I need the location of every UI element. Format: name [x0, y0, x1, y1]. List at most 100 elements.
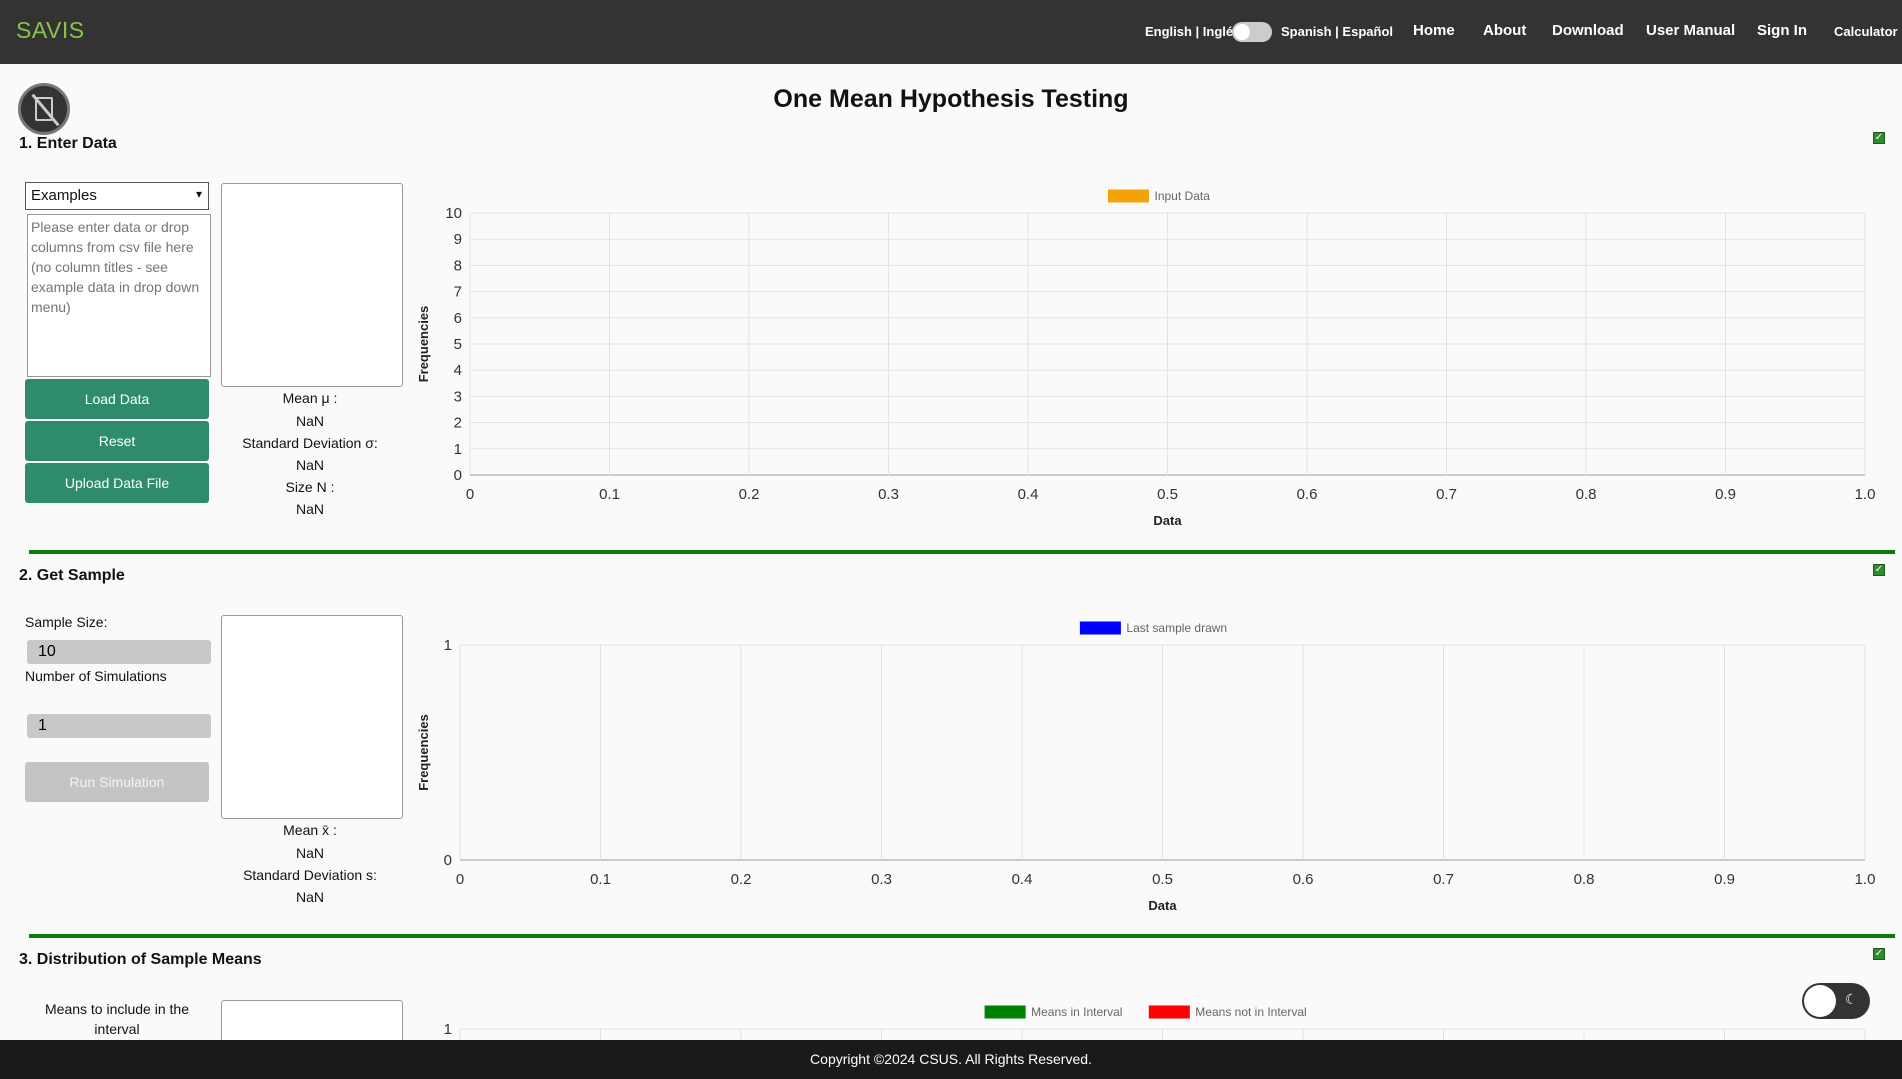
- y-tick-label: 10: [445, 205, 462, 222]
- x-tick-label: 0.6: [1297, 486, 1318, 503]
- section-2-checkbox[interactable]: ✓: [1873, 564, 1885, 576]
- section-enter-data-title: 1. Enter Data: [19, 135, 117, 152]
- navbar: SAVIS English | Inglés Spanish | Español…: [0, 0, 1902, 64]
- y-tick-label: 1: [444, 1021, 452, 1038]
- section-3-checkbox[interactable]: ✓: [1873, 948, 1885, 960]
- input-data-chart-svg: Input Data 0 1 2 3 4 5 6 7 8 9 10 0 0.1 0.2 0.3 0.4 0.5 0.…: [416, 189, 1876, 528]
- calculator-body: [35, 97, 53, 121]
- x-tick-label: 0.5: [1152, 871, 1173, 888]
- num-simulations-label: Number of Simulations: [25, 668, 167, 684]
- sample-means-chart-svg: Means in Interval Means not in Interval 1: [444, 1005, 1866, 1049]
- calculator-icon[interactable]: [18, 83, 70, 135]
- input-data-stats-box: [221, 183, 403, 387]
- page-title: One Mean Hypothesis Testing: [773, 85, 1129, 113]
- std-sigma-value: NaN: [295, 457, 324, 473]
- section-divider-1: [29, 550, 1895, 554]
- legend-swatch: [1079, 621, 1121, 635]
- y-tick-label: 2: [454, 415, 462, 432]
- data-input-textarea[interactable]: [27, 214, 211, 377]
- footer-copyright: Copyright ©2024 CSUS. All Rights Reserve…: [0, 1040, 1902, 1079]
- x-tick-label: 1.0: [1855, 486, 1876, 503]
- reset-button[interactable]: Reset: [25, 421, 209, 461]
- section-1-checkbox[interactable]: ✓: [1873, 132, 1885, 144]
- sample-sd-value: NaN: [295, 889, 324, 905]
- load-data-button[interactable]: Load Data: [25, 379, 209, 419]
- y-axis-label: Frequencies: [416, 714, 431, 791]
- examples-select[interactable]: Examples ▾: [25, 182, 209, 210]
- x-axis-label: Data: [1153, 513, 1182, 528]
- nav-user-manual[interactable]: User Manual: [1646, 22, 1736, 39]
- sample-size-label: Sample Size:: [25, 614, 108, 630]
- mean-mu-label: Mean μ :: [282, 390, 338, 406]
- upload-data-file-button[interactable]: Upload Data File: [25, 463, 209, 503]
- y-tick-label: 7: [454, 284, 462, 301]
- y-tick-label: 5: [454, 336, 462, 353]
- sample-stats-box: [221, 615, 403, 819]
- examples-select-value: Examples: [31, 187, 97, 204]
- moon-icon: ☾: [1845, 991, 1858, 1007]
- legend-label: Last sample drawn: [1126, 621, 1227, 635]
- nav-sign-in[interactable]: Sign In: [1757, 22, 1807, 39]
- x-tick-label: 0.9: [1715, 486, 1736, 503]
- y-tick-label: 0: [454, 467, 462, 484]
- legend-swatch: [984, 1005, 1026, 1019]
- legend-label: Input Data: [1155, 189, 1211, 203]
- legend-label: Means not in Interval: [1195, 1005, 1306, 1019]
- x-tick-label: 0: [466, 486, 474, 503]
- nav-home[interactable]: Home: [1413, 22, 1455, 39]
- section-divider-2: [29, 934, 1895, 938]
- x-tick-label: 0.7: [1433, 871, 1454, 888]
- section-sample-means-title: 3. Distribution of Sample Means: [19, 951, 262, 968]
- size-n-value: NaN: [295, 501, 324, 517]
- dark-mode-toggle[interactable]: ☾: [1802, 983, 1870, 1019]
- brand-logo[interactable]: SAVIS: [16, 17, 85, 43]
- legend-swatch: [1108, 189, 1149, 203]
- language-toggle[interactable]: [1232, 22, 1272, 42]
- sample-mean-value: NaN: [295, 845, 324, 861]
- y-tick-label: 6: [454, 310, 462, 327]
- legend-label: Means in Interval: [1031, 1005, 1122, 1019]
- last-sample-chart-svg: Last sample drawn 0 1 0 0.1 0.2 0.3 0.4 0.5 0.6 0.…: [416, 621, 1875, 913]
- chevron-down-icon: ▾: [195, 187, 202, 201]
- num-simulations-input[interactable]: [27, 714, 211, 738]
- x-tick-label: 0.4: [1018, 486, 1039, 503]
- nav-download[interactable]: Download: [1552, 22, 1624, 39]
- nav-about[interactable]: About: [1483, 22, 1527, 39]
- x-tick-label: 0.2: [739, 486, 760, 503]
- y-axis-label: Frequencies: [416, 306, 431, 383]
- x-tick-label: 0.5: [1157, 486, 1178, 503]
- sample-means-chart: Means in Interval Means not in Interval 1: [410, 996, 1890, 1051]
- mean-mu-value: NaN: [295, 413, 324, 429]
- run-simulation-button[interactable]: Run Simulation: [25, 762, 209, 802]
- std-sigma-label: Standard Deviation σ:: [242, 435, 378, 451]
- y-tick-label: 0: [444, 852, 452, 869]
- x-tick-label: 0.7: [1436, 486, 1457, 503]
- x-tick-label: 0.9: [1714, 871, 1735, 888]
- x-tick-label: 0.1: [599, 486, 620, 503]
- x-tick-label: 0: [456, 871, 464, 888]
- input-data-chart: Input Data 0 1 2 3 4 5 6 7 8 9 10 0 0.1 0.2 0.3 0.4 0.5 0.…: [410, 178, 1890, 543]
- nav-calculator[interactable]: Calculator: [1834, 24, 1898, 39]
- y-tick-label: 1: [454, 441, 462, 458]
- sample-size-input[interactable]: [27, 640, 211, 664]
- size-n-label: Size N :: [285, 479, 335, 495]
- toggle-knob: [1234, 24, 1250, 40]
- language-spanish-label: Spanish | Español: [1281, 24, 1393, 39]
- y-tick-label: 1: [444, 637, 452, 654]
- last-sample-chart: Last sample drawn 0 1 0 0.1 0.2 0.3 0.4 0.5 0.6 0.…: [410, 610, 1890, 925]
- x-tick-label: 0.8: [1576, 486, 1597, 503]
- x-tick-label: 0.3: [871, 871, 892, 888]
- x-tick-label: 0.4: [1012, 871, 1033, 888]
- x-tick-label: 0.2: [731, 871, 752, 888]
- y-tick-label: 3: [454, 388, 462, 405]
- means-interval-label: Means to include in the interval: [45, 1001, 189, 1037]
- sample-mean-label: Mean x̄ :: [283, 822, 337, 838]
- x-tick-label: 0.1: [590, 871, 611, 888]
- section-get-sample-title: 2. Get Sample: [19, 567, 125, 584]
- x-tick-label: 0.8: [1574, 871, 1595, 888]
- x-tick-label: 0.3: [878, 486, 899, 503]
- x-axis-label: Data: [1148, 898, 1177, 913]
- y-tick-label: 4: [454, 362, 462, 379]
- x-tick-label: 0.6: [1293, 871, 1314, 888]
- dark-toggle-knob: [1804, 985, 1836, 1017]
